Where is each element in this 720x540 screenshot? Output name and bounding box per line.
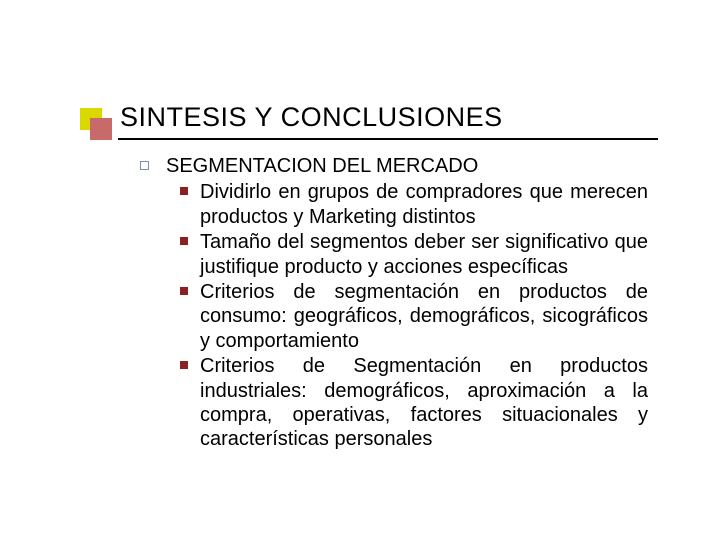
page-title: SINTESIS Y CONCLUSIONES — [120, 102, 503, 133]
l2-text: Dividirlo en grupos de compradores que m… — [200, 181, 648, 227]
square-bullet-icon — [180, 237, 188, 245]
l1-heading: SEGMENTACION DEL MERCADO — [166, 155, 478, 177]
slide: SINTESIS Y CONCLUSIONES SEGMENTACION DEL… — [0, 0, 720, 540]
title-accent-front-icon — [90, 118, 112, 140]
l2-text: Criterios de Segmentación en productos i… — [200, 355, 648, 450]
body-text: SEGMENTACION DEL MERCADO Dividirlo en gr… — [138, 154, 648, 453]
list-item-l2: Criterios de Segmentación en productos i… — [138, 354, 648, 452]
hollow-square-bullet-icon — [140, 161, 149, 170]
square-bullet-icon — [180, 187, 188, 195]
list-item-l2: Criterios de segmentación en productos d… — [138, 280, 648, 353]
list-item-l1: SEGMENTACION DEL MERCADO — [138, 154, 648, 178]
l2-text: Criterios de segmentación en productos d… — [200, 281, 648, 352]
list-item-l2: Dividirlo en grupos de compradores que m… — [138, 180, 648, 229]
square-bullet-icon — [180, 287, 188, 295]
list-item-l2: Tamaño del segmentos deber ser significa… — [138, 230, 648, 279]
title-underline — [118, 138, 658, 140]
square-bullet-icon — [180, 361, 188, 369]
l2-text: Tamaño del segmentos deber ser significa… — [200, 231, 648, 277]
